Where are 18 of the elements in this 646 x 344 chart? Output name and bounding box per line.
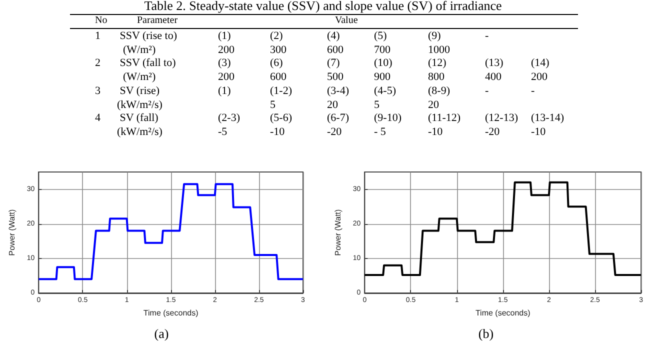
x-axis-title: Time (seconds) (143, 308, 199, 318)
text: (W/m²) 200 300 600 700 1000 (123, 44, 450, 56)
text: 3 SV (rise) (1) (1-2) (3-4) (4-5) (8-9) - - (95, 84, 535, 97)
x-axis-title: Time (seconds) (475, 308, 531, 318)
text: (kW/m²/s) 5 20 5 20 (117, 98, 439, 110)
line-series (364, 181, 642, 276)
text: (kW/m²/s) -5 -10 -20 - 5 -10 -20 -10 (117, 126, 546, 138)
y-axis-title: Power (Watt) (334, 208, 342, 256)
text: No Parameter Value (95, 15, 358, 26)
line-series (38, 183, 304, 280)
text: Table 2. Steady-state value (SSV) and slope value (SV) of irradiance (143, 0, 503, 14)
y-axis-title: Power (Watt) (8, 208, 16, 256)
text: (W/m²) 200 600 500 900 800 400 200 (123, 71, 548, 84)
text: (a) (154, 326, 169, 341)
text: 2 SSV (fall to) (3) (6) (7) (10) (12) (13) (14) (95, 57, 550, 70)
text: (b) (478, 326, 494, 341)
text: 1 SSV (rise to) (1) (2) (4) (5) (9) - (95, 30, 489, 42)
text: 4 SV (fall) (2-3) (5-6) (6-7) (9-10) (11-12) (12-13) (13-14) (95, 112, 564, 124)
